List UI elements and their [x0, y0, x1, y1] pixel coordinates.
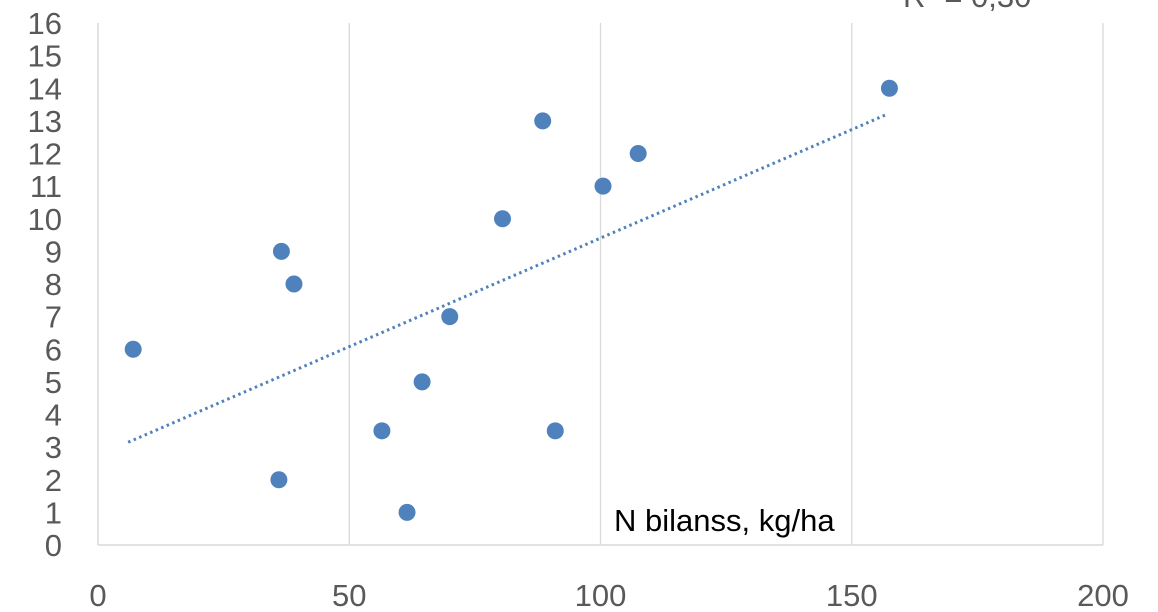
y-tick-label-1: 1	[45, 495, 62, 530]
y-tick-label-2: 2	[45, 463, 62, 498]
x-tick-label-1: 50	[332, 578, 366, 612]
data-point-0-0	[124, 340, 142, 358]
data-point-0-6	[413, 373, 431, 391]
data-point-0-5	[398, 503, 416, 521]
data-point-0-13	[880, 79, 898, 97]
trendline-layer	[127, 112, 888, 444]
y-tick-label-15: 15	[28, 39, 62, 74]
data-point-0-8	[494, 210, 512, 228]
y-tick-label-7: 7	[45, 300, 62, 335]
data-points	[124, 79, 898, 521]
y-tick-label-6: 6	[45, 332, 62, 367]
trendline	[127, 112, 888, 444]
axes	[97, 23, 1103, 546]
y-tick-label-3: 3	[45, 430, 62, 465]
r-squared-label: R² = 0,30	[903, 0, 1031, 14]
y-tick-label-16: 16	[28, 6, 62, 41]
x-tick-label-2: 100	[575, 578, 627, 612]
y-tick-label-11: 11	[30, 169, 62, 204]
data-point-0-9	[534, 112, 552, 130]
y-tick-label-12: 12	[28, 137, 62, 172]
y-tick-label-13: 13	[28, 104, 62, 139]
x-tick-label-4: 200	[1077, 578, 1129, 612]
data-point-0-1	[270, 471, 288, 489]
data-point-0-10	[546, 422, 564, 440]
x-tick-label-3: 150	[826, 578, 878, 612]
data-point-0-3	[285, 275, 303, 293]
y-tick-label-8: 8	[45, 267, 62, 302]
x-tick-labels: 0 50 100 150 200	[89, 578, 1128, 612]
y-tick-label-9: 9	[45, 234, 62, 269]
y-tick-label-4: 4	[45, 398, 62, 433]
data-point-0-11	[594, 177, 612, 195]
x-axis-title: N bilanss, kg/ha	[614, 503, 835, 538]
data-point-0-4	[373, 422, 391, 440]
data-point-0-12	[629, 145, 647, 162]
y-tick-label-14: 14	[28, 71, 62, 106]
grid-lines	[348, 23, 1104, 545]
x-tick-label-0: 0	[89, 578, 106, 612]
y-tick-label-5: 5	[45, 365, 62, 400]
y-tick-label-10: 10	[28, 202, 62, 237]
y-tick-label-0: 0	[45, 528, 62, 563]
data-point-0-2	[272, 242, 290, 260]
data-point-0-7	[441, 308, 459, 326]
